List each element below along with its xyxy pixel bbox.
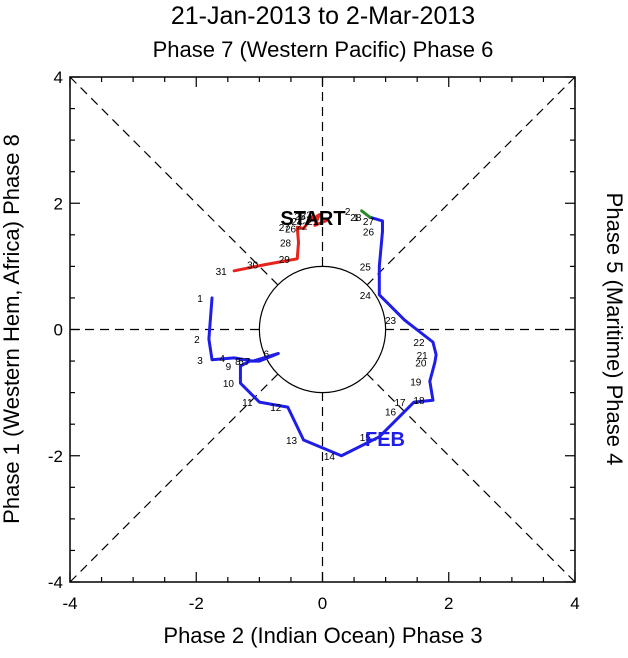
bottom-phase-label: Phase 2 (Indian Ocean) Phase 3 — [163, 623, 482, 648]
day-label: 23 — [301, 211, 313, 222]
day-label: 2 — [345, 207, 351, 218]
day-label: 30 — [247, 260, 259, 271]
day-label: 19 — [410, 377, 422, 388]
series-line-february — [207, 215, 438, 458]
day-label: 1 — [353, 213, 359, 224]
start-label: START — [280, 208, 345, 230]
day-label: 3 — [197, 356, 203, 367]
day-label: 25 — [360, 262, 372, 273]
day-label: 24 — [291, 217, 303, 228]
day-label: 22 — [296, 221, 308, 232]
y-tick-label: -4 — [48, 573, 63, 592]
day-label: 16 — [385, 408, 397, 419]
left-phase-label: Phase 1 (Western Hem, Africa) Phase 8 — [0, 134, 24, 524]
day-label: 15 — [360, 433, 372, 444]
day-label: 18 — [413, 396, 425, 407]
day-label: 12 — [270, 403, 282, 414]
day-label: 1 — [197, 294, 203, 305]
series-line-march — [360, 209, 372, 219]
day-label: 31 — [216, 267, 228, 278]
day-label: 2 — [194, 335, 200, 346]
day-label: 29 — [279, 255, 291, 266]
day-label: 21 — [307, 217, 319, 228]
day-label: 7 — [245, 357, 251, 368]
day-label: 6 — [264, 349, 270, 360]
x-tick-label: -2 — [189, 594, 204, 613]
day-label: 20 — [415, 358, 427, 369]
day-label: 5 — [238, 357, 244, 368]
day-label: 28 — [350, 213, 362, 224]
day-label: 17 — [394, 398, 406, 409]
day-label: 13 — [286, 436, 298, 447]
x-tick-label: 4 — [570, 594, 579, 613]
top-phase-label: Phase 7 (Western Pacific) Phase 6 — [153, 37, 494, 62]
x-tick-label: 0 — [318, 594, 327, 613]
day-label: 14 — [324, 452, 336, 463]
day-label: 8 — [235, 357, 241, 368]
day-label: 27 — [363, 217, 375, 228]
day-label: 25 — [294, 212, 306, 223]
day-label: 23 — [385, 316, 397, 327]
day-label: 22 — [413, 338, 425, 349]
y-tick-label: 2 — [54, 194, 63, 213]
unit-circle — [258, 265, 387, 394]
day-label: 10 — [223, 379, 235, 390]
feb-label: FEB — [365, 429, 405, 451]
x-tick-label: 2 — [444, 594, 453, 613]
y-tick-label: -2 — [48, 447, 63, 466]
day-label: 9 — [226, 362, 232, 373]
day-label: 11 — [242, 398, 253, 409]
chart-title: 21-Jan-2013 to 2-Mar-2013 — [171, 2, 475, 30]
y-tick-label: 4 — [54, 68, 63, 87]
x-tick-label: -4 — [62, 594, 77, 613]
series-line-january — [232, 213, 328, 273]
day-label: 4 — [219, 354, 225, 365]
day-label: 28 — [280, 238, 292, 249]
y-tick-label: 0 — [54, 321, 63, 340]
day-label: 26 — [285, 225, 297, 236]
day-label: 26 — [363, 228, 375, 239]
day-label: 27 — [279, 223, 291, 234]
day-label: 24 — [360, 291, 372, 302]
day-label: 21 — [417, 351, 429, 362]
right-phase-label: Phase 5 (Maritime) Phase 4 — [602, 193, 627, 466]
